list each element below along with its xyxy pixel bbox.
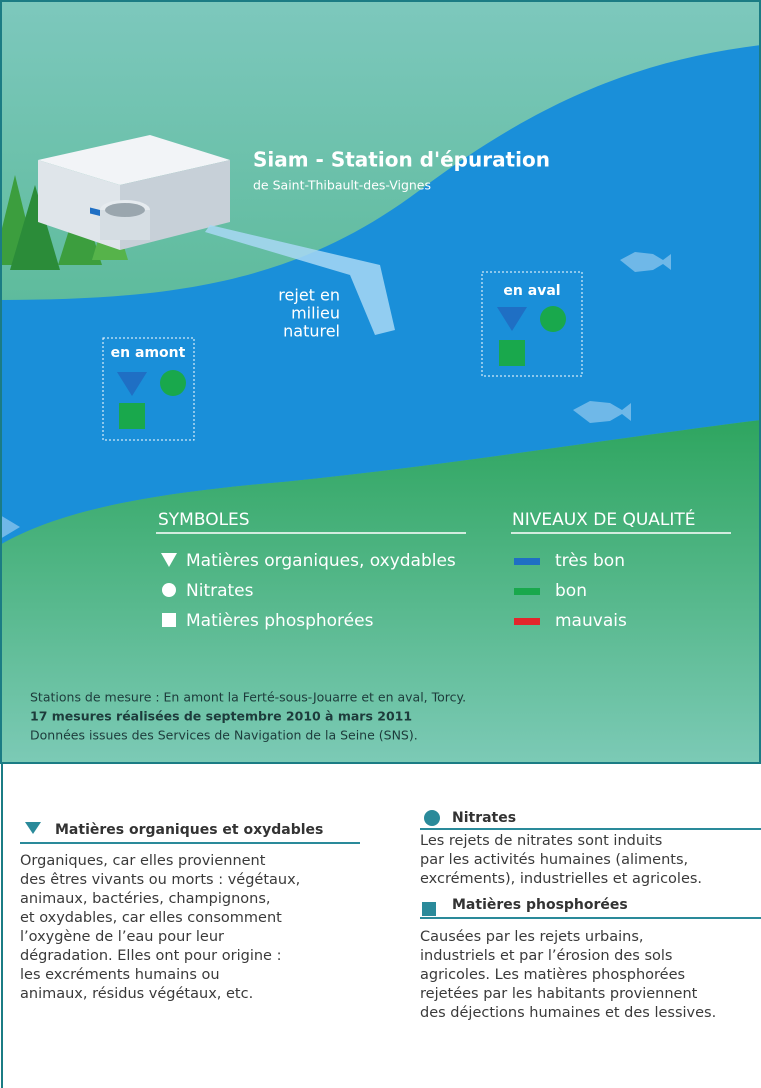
downstream-nitrates: [540, 306, 566, 332]
upstream-phosphorus: [119, 403, 145, 429]
icon-circle: [424, 810, 440, 826]
section-text: Causées par les rejets urbains,industrie…: [420, 928, 716, 1023]
section-title: Matières phosphorées: [452, 897, 628, 913]
text-line: Causées par les rejets urbains,: [420, 928, 716, 947]
downstream-label: en aval: [503, 283, 560, 299]
text-line: les excréments humains ou: [20, 966, 300, 985]
quality-swatch: [514, 558, 540, 565]
quality-label: très bon: [555, 551, 625, 571]
quality-label: bon: [555, 581, 587, 601]
text-line: Organiques, car elles proviennent: [20, 852, 300, 871]
text-line: Les rejets de nitrates sont induits: [420, 832, 702, 851]
section-rule: [420, 828, 761, 830]
text-line: industriels et par l’érosion des sols: [420, 947, 716, 966]
text-line: agricoles. Les matières phosphorées: [420, 966, 716, 985]
downstream-phosphorus: [499, 340, 525, 366]
quality-title: NIVEAUX DE QUALITÉ: [512, 508, 696, 530]
note: 17 mesures réalisées de septembre 2010 à…: [30, 709, 412, 724]
discharge-line: milieu: [291, 304, 340, 323]
icon-square: [422, 902, 436, 916]
station-title: Siam - Station d'épuration: [253, 148, 550, 172]
discharge-line: naturel: [283, 322, 340, 341]
section-rule: [20, 842, 360, 844]
symbols-title: SYMBOLES: [158, 510, 250, 530]
text-line: l’oxygène de l’eau pour leur: [20, 928, 300, 947]
symbol-label: Matières organiques, oxydables: [186, 551, 456, 571]
illustration: Siam - Station d'épuration de Saint-Thib…: [0, 0, 761, 764]
text-line: et oxydables, car elles consomment: [20, 909, 300, 928]
text-line: des êtres vivants ou morts : végétaux,: [20, 871, 300, 890]
text-line: par les activités humaines (aliments,: [420, 851, 702, 870]
quality-swatch: [514, 618, 540, 625]
text-line: animaux, résidus végétaux, etc.: [20, 985, 300, 1004]
upstream-nitrates: [160, 370, 186, 396]
quality-label: mauvais: [555, 611, 627, 631]
symbol-circle: [162, 583, 176, 597]
discharge-line: rejet en: [278, 286, 340, 305]
text-line: rejetées par les habitants proviennent: [420, 985, 716, 1004]
text-line: excréments), industrielles et agricoles.: [420, 870, 702, 889]
note: Stations de mesure : En amont la Ferté-s…: [30, 690, 466, 705]
notes: Stations de mesure : En amont la Ferté-s…: [30, 690, 466, 743]
text-line: dégradation. Elles ont pour origine :: [20, 947, 300, 966]
symbol-label: Matières phosphorées: [186, 611, 374, 631]
station-subtitle: de Saint-Thibault-des-Vignes: [253, 178, 431, 193]
upstream-label: en amont: [111, 345, 186, 361]
quality-swatch: [514, 588, 540, 595]
section-title: Matières organiques et oxydables: [55, 822, 323, 838]
section-rule: [420, 917, 761, 919]
symbol-square: [162, 613, 176, 627]
text-line: des déjections humaines et des lessives.: [420, 1004, 716, 1023]
text-line: animaux, bactéries, champignons,: [20, 890, 300, 909]
page: Siam - Station d'épuration de Saint-Thib…: [0, 0, 761, 1088]
section-title: Nitrates: [452, 810, 516, 826]
icon-triangle: [25, 822, 41, 834]
note: Données issues des Services de Navigatio…: [30, 728, 418, 743]
symbol-label: Nitrates: [186, 581, 254, 601]
